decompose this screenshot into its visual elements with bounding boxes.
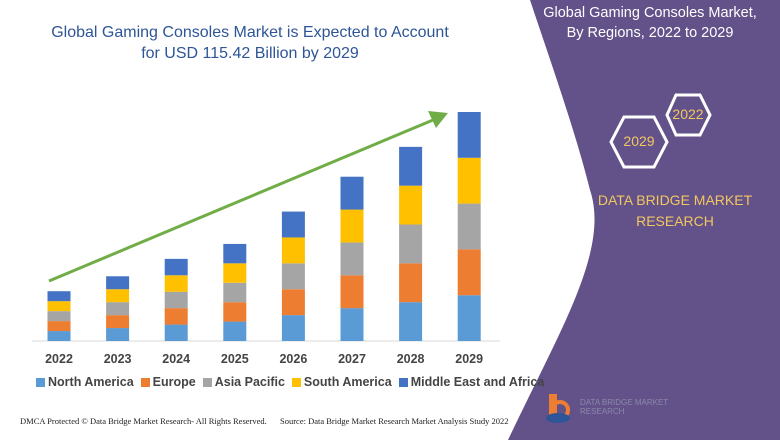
x-tick-label: 2027	[338, 352, 366, 366]
x-tick-label: 2023	[104, 352, 132, 366]
bar-segment-2025-north-america	[223, 321, 247, 341]
bar-segment-2029-south-america	[457, 157, 481, 204]
bar-segment-2024-north-america	[164, 324, 188, 341]
bar-segment-2024-middle-east-and-africa	[164, 258, 188, 276]
bar-segment-2023-south-america	[106, 289, 130, 303]
bar-segment-2023-europe	[106, 315, 130, 329]
bar-segment-2028-north-america	[399, 302, 423, 341]
legend: North America Europe Asia Pacific South Ame…	[36, 375, 544, 389]
bar-segment-2026-middle-east-and-africa	[281, 211, 305, 238]
bar-segment-2028-south-america	[399, 185, 423, 225]
bar-segment-2029-north-america	[457, 295, 481, 341]
hexagon-2022	[665, 93, 712, 137]
bar-segment-2026-asia-pacific	[281, 263, 305, 290]
legend-item: South America	[291, 375, 392, 389]
bar-segment-2022-europe	[47, 321, 71, 332]
title-line-1: Global Gaming Consoles Market is Expecte…	[51, 24, 449, 41]
bar-segment-2026-north-america	[281, 315, 305, 341]
legend-swatch	[291, 377, 301, 387]
bar-segment-2029-middle-east-and-africa	[457, 112, 481, 158]
legend-swatch	[36, 377, 45, 387]
purple-panel	[508, 0, 780, 440]
bar-segment-2027-middle-east-and-africa	[340, 176, 364, 210]
legend-label: South America	[303, 375, 392, 389]
x-tick-label: 2029	[455, 352, 483, 366]
bar-segment-2024-south-america	[164, 275, 188, 292]
bar-segment-2023-middle-east-and-africa	[106, 276, 130, 290]
panel-title-line-2: By Regions, 2022 to 2029	[566, 25, 734, 41]
legend-label: Asia Pacific	[214, 375, 285, 389]
legend-swatch	[202, 377, 212, 387]
bar-segment-2024-europe	[164, 308, 188, 325]
title-line-2: for USD 115.42 Billion by 2029	[141, 45, 359, 62]
logo-text: DATA BRIDGE MARKET RESEARCH	[580, 398, 669, 416]
bar-segment-2027-north-america	[340, 308, 364, 341]
bar-segment-2029-europe	[457, 249, 481, 296]
bar-segment-2026-europe	[281, 289, 305, 316]
bar-segment-2024-asia-pacific	[164, 291, 188, 309]
panel-title-line-1: Global Gaming Consoles Market,	[543, 5, 757, 21]
legend-item: North America	[36, 375, 134, 389]
legend-item: Middle East and Africa	[398, 375, 545, 389]
stacked-bar-chart: 2022 2023 2024 2025 2026 2027 2028 2029	[32, 111, 500, 366]
x-tick-label: 2024	[162, 352, 190, 366]
source-text: Source: Data Bridge Market Research Mark…	[280, 416, 509, 426]
hex-year-2029: 2029	[623, 133, 655, 149]
brand-line-1: DATA BRIDGE MARKET	[597, 192, 753, 208]
bar-segment-2025-south-america	[223, 263, 247, 283]
copyright-text: DMCA Protected © Data Bridge Market Rese…	[20, 416, 267, 426]
legend-swatch	[398, 377, 408, 387]
bar-segment-2028-europe	[399, 263, 423, 303]
hexagon-2029	[609, 115, 669, 169]
chart-title: Global Gaming Consoles Market is Expecte…	[40, 22, 460, 64]
bar-segment-2026-south-america	[281, 237, 305, 264]
bar-segment-2027-south-america	[340, 209, 364, 243]
bar-segment-2023-asia-pacific	[106, 302, 130, 316]
legend-label: Europe	[152, 375, 196, 389]
bar-segment-2025-europe	[223, 302, 247, 322]
bar-segment-2025-asia-pacific	[223, 282, 247, 303]
brand-text: DATA BRIDGE MARKET RESEARCH	[595, 190, 755, 232]
x-tick-label: 2028	[397, 352, 425, 366]
panel-title: Global Gaming Consoles Market, By Region…	[520, 3, 780, 43]
legend-label: North America	[48, 375, 134, 389]
hex-year-2022: 2022	[672, 106, 704, 122]
legend-item: Europe	[140, 375, 196, 389]
x-tick-label: 2026	[279, 352, 307, 366]
bar-segment-2027-europe	[340, 275, 364, 309]
bar-segment-2028-middle-east-and-africa	[399, 146, 423, 186]
x-tick-label: 2025	[221, 352, 249, 366]
bar-segment-2022-middle-east-and-africa	[47, 291, 71, 302]
bar-segment-2025-middle-east-and-africa	[223, 243, 247, 264]
legend-label: Middle East and Africa	[410, 375, 545, 389]
legend-item: Asia Pacific	[202, 375, 285, 389]
bar-segment-2022-south-america	[47, 301, 71, 312]
brand-line-2: RESEARCH	[636, 213, 714, 229]
bar-segment-2023-north-america	[106, 328, 130, 341]
logo-icon	[546, 394, 570, 423]
bar-segment-2029-asia-pacific	[457, 203, 481, 250]
x-tick-label: 2022	[45, 352, 73, 366]
trend-arrow-head-icon	[428, 111, 448, 128]
trend-arrow-line	[48, 118, 434, 283]
bar-segment-2022-north-america	[47, 331, 71, 341]
legend-swatch	[140, 377, 150, 387]
bar-segment-2027-asia-pacific	[340, 242, 364, 276]
bar-segment-2022-asia-pacific	[47, 311, 71, 322]
bar-segment-2028-asia-pacific	[399, 224, 423, 264]
